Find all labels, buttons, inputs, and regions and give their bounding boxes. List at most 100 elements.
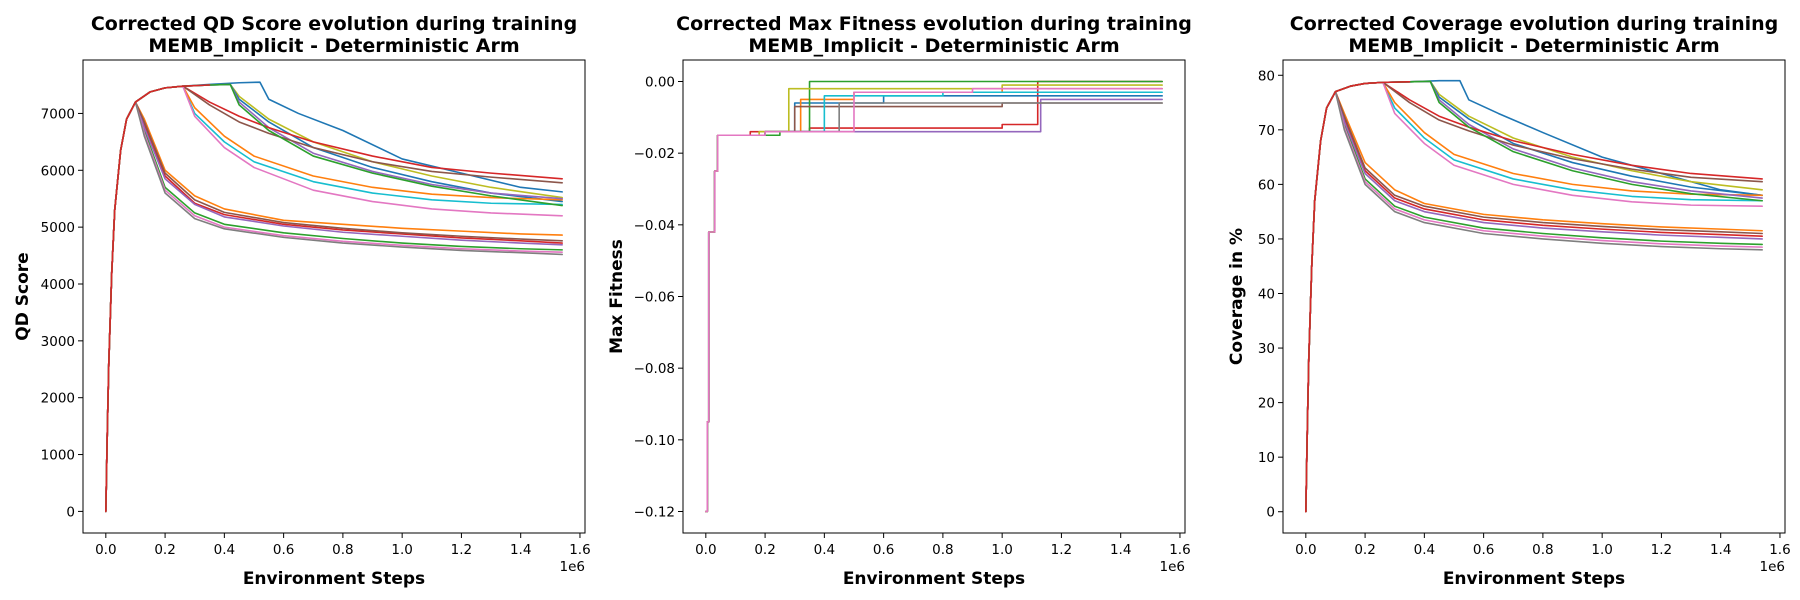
x-offset-label: 1e6 xyxy=(1160,559,1185,575)
series-line-12 xyxy=(1305,81,1763,513)
series-line-8 xyxy=(105,101,563,513)
y-tick-label: 70 xyxy=(1258,123,1275,139)
series-line-8 xyxy=(1305,90,1763,513)
series-line-10 xyxy=(1305,81,1763,513)
y-tick-label: −0.10 xyxy=(634,433,675,449)
x-tick-label: 1.4 xyxy=(1110,542,1131,558)
y-tick-label: −0.12 xyxy=(634,505,675,521)
chart-panel-2: 0.0 0.2 0.4 0.6 0.8 1.0 1.2 1.4 1.6 −0.12 −0.10 −0.… xyxy=(607,13,1192,589)
y-tick-label: 60 xyxy=(1258,177,1275,193)
y-tick-label: −0.08 xyxy=(634,361,675,377)
series-line-12 xyxy=(105,85,563,513)
y-tick-label: 0 xyxy=(66,504,75,520)
x-tick-label: 1.6 xyxy=(569,542,590,558)
y-tick-label: 6000 xyxy=(41,163,75,179)
y-tick-label: 10 xyxy=(1258,450,1275,466)
x-tick-label: 1.2 xyxy=(451,542,472,558)
y-tick-label: 50 xyxy=(1258,232,1275,248)
series-group xyxy=(705,80,1163,513)
x-tick-label: 1.0 xyxy=(1591,542,1612,558)
x-tick-label: 1.0 xyxy=(391,542,412,558)
y-tick-label: 0 xyxy=(1266,505,1275,521)
chart-subtitle: MEMB_Implicit - Deterministic Arm xyxy=(1348,35,1719,57)
x-tick-label: 0.6 xyxy=(1473,542,1494,558)
series-line-2 xyxy=(705,95,1163,513)
plot-frame xyxy=(1282,59,1786,534)
y-tick-label: 30 xyxy=(1258,341,1275,357)
series-line-9 xyxy=(705,84,1163,513)
series-line-4 xyxy=(705,80,1163,513)
x-tick-label: 1.6 xyxy=(1169,542,1190,558)
x-tick-label: 0.8 xyxy=(1532,542,1553,558)
y-tick-label: 7000 xyxy=(41,106,75,122)
x-axis-label: Environment Steps xyxy=(1443,569,1625,589)
series-line-7 xyxy=(705,91,1163,513)
series-line-2 xyxy=(105,101,563,513)
x-tick-label: 1.6 xyxy=(1769,542,1790,558)
chart-panel-3: 0.0 0.2 0.4 0.6 0.8 1.0 1.2 1.4 1.6 0 10 20 30 40 50 60… xyxy=(1227,13,1791,589)
series-line-14 xyxy=(105,85,563,513)
series-line-4 xyxy=(105,101,563,513)
y-tick-label: 40 xyxy=(1258,286,1275,302)
x-tick-label: 0.4 xyxy=(214,542,235,558)
series-line-5 xyxy=(1305,90,1763,513)
x-tick-label: 0.0 xyxy=(695,542,716,558)
series-line-7 xyxy=(105,101,563,513)
series-line-9 xyxy=(105,83,563,513)
y-axis-label: Max Fitness xyxy=(607,239,627,354)
y-tick-label: −0.02 xyxy=(634,146,675,162)
series-line-15 xyxy=(105,85,563,513)
plot-frame xyxy=(82,59,586,534)
x-tick-label: 1.4 xyxy=(510,542,531,558)
x-tick-label: 0.2 xyxy=(154,542,175,558)
y-tick-label: 20 xyxy=(1258,396,1275,412)
series-line-6 xyxy=(105,101,563,513)
x-tick-label: 0.4 xyxy=(1414,542,1435,558)
series-line-7 xyxy=(1305,90,1763,513)
series-line-2 xyxy=(1305,90,1763,513)
series-line-18 xyxy=(105,84,211,513)
x-axis-label: Environment Steps xyxy=(843,569,1025,589)
x-tick-label: 0.6 xyxy=(873,542,894,558)
series-line-3 xyxy=(705,87,1163,513)
y-tick-label: 5000 xyxy=(41,220,75,236)
x-tick-label: 0.8 xyxy=(932,542,953,558)
y-tick-label: 2000 xyxy=(41,391,75,407)
y-tick-label: 4000 xyxy=(41,277,75,293)
chart-subtitle: MEMB_Implicit - Deterministic Arm xyxy=(748,35,1119,57)
y-axis-label: Coverage in % xyxy=(1227,228,1247,365)
series-line-4 xyxy=(1305,90,1763,513)
x-tick-label: 0.6 xyxy=(273,542,294,558)
series-line-14 xyxy=(1305,81,1763,513)
x-tick-label: 1.0 xyxy=(991,542,1012,558)
series-line-3 xyxy=(105,101,563,513)
x-tick-label: 0.2 xyxy=(754,542,775,558)
x-axis-label: Environment Steps xyxy=(243,569,425,589)
x-tick-label: 1.2 xyxy=(1051,542,1072,558)
series-line-6 xyxy=(1305,90,1763,513)
series-line-3 xyxy=(1305,90,1763,513)
x-offset-label: 1e6 xyxy=(1760,559,1785,575)
x-tick-label: 0.8 xyxy=(332,542,353,558)
series-line-5 xyxy=(105,101,563,513)
chart-subtitle: MEMB_Implicit - Deterministic Arm xyxy=(148,35,519,57)
series-line-10 xyxy=(105,85,563,513)
chart-title: Corrected Max Fitness evolution during t… xyxy=(676,13,1192,35)
x-offset-label: 1e6 xyxy=(560,559,585,575)
y-tick-label: 1000 xyxy=(41,448,75,464)
series-line-16 xyxy=(1305,81,1763,513)
x-tick-label: 0.4 xyxy=(814,542,835,558)
x-tick-label: 0.0 xyxy=(1295,542,1316,558)
series-line-1 xyxy=(705,80,1163,513)
series-line-16 xyxy=(105,85,563,513)
x-tick-label: 0.0 xyxy=(95,542,116,558)
series-line-5 xyxy=(705,98,1163,513)
series-line-8 xyxy=(705,102,1163,513)
x-tick-label: 0.2 xyxy=(1354,542,1375,558)
series-group xyxy=(1305,79,1763,513)
series-line-6 xyxy=(705,102,1163,513)
y-tick-label: 80 xyxy=(1258,68,1275,84)
series-line-10 xyxy=(705,87,1163,513)
x-tick-label: 1.2 xyxy=(1651,542,1672,558)
y-axis-label: QD Score xyxy=(13,252,33,340)
